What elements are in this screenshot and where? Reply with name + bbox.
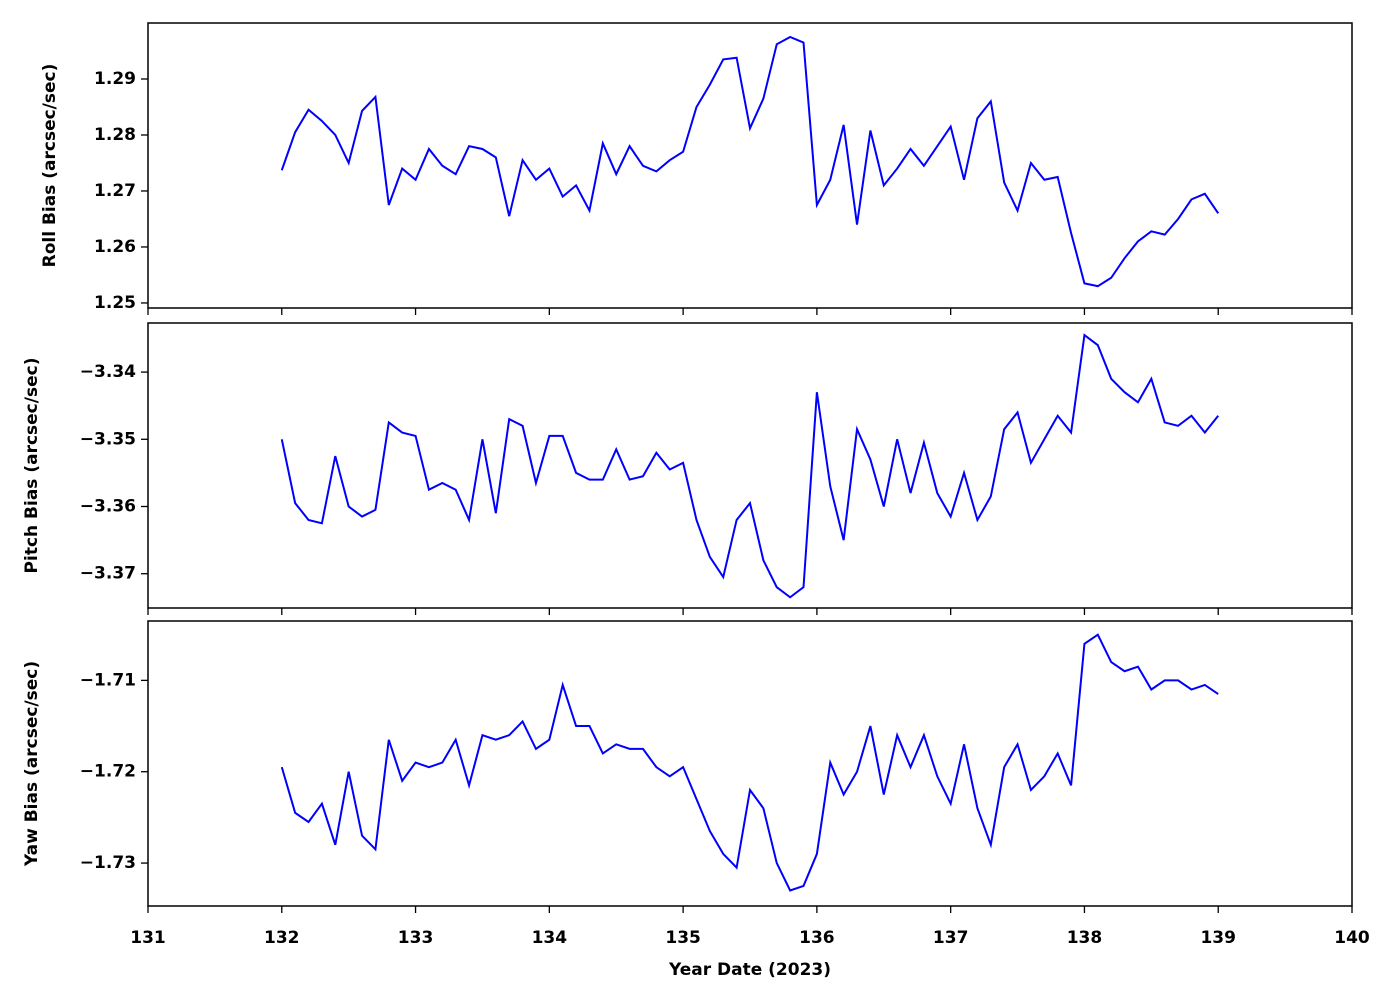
plot-frame [147,620,1353,907]
x-tick-label: 137 [933,928,969,948]
y-tick-label: −3.36 [80,497,136,517]
x-tick-label: 139 [1200,928,1236,948]
x-tick-label: 140 [1334,928,1370,948]
y-axis-label: Pitch Bias (arcsec/sec) [22,358,42,574]
y-tick-label: −1.72 [80,762,136,782]
y-tick-label: 1.28 [94,125,136,145]
x-tick-label: 131 [130,928,166,948]
y-tick-label: 1.29 [94,69,136,89]
x-axis-label: Year Date (2023) [668,960,831,980]
y-tick-label: 1.25 [94,293,136,313]
y-axis-label: Yaw Bias (arcsec/sec) [22,661,42,867]
x-tick-label: 138 [1067,928,1103,948]
plot-frame [147,22,1353,309]
x-tick-label: 136 [799,928,835,948]
x-tick-label: 134 [532,928,568,948]
data-line [280,333,1220,599]
y-tick-label: 1.27 [94,181,136,201]
y-tick-label: 1.26 [94,237,136,257]
y-axis-label: Roll Bias (arcsec/sec) [40,64,60,268]
data-line [280,633,1219,892]
y-tick-label: −1.71 [80,670,136,690]
x-tick-label: 133 [398,928,434,948]
y-tick-label: −1.73 [80,853,136,873]
data-line [280,35,1220,288]
y-tick-label: −3.34 [80,362,136,382]
plot-frame [147,322,1353,609]
y-tick-label: −3.37 [80,564,136,584]
x-tick-label: 135 [665,928,701,948]
y-tick-label: −3.35 [80,429,136,449]
x-tick-label: 132 [264,928,300,948]
